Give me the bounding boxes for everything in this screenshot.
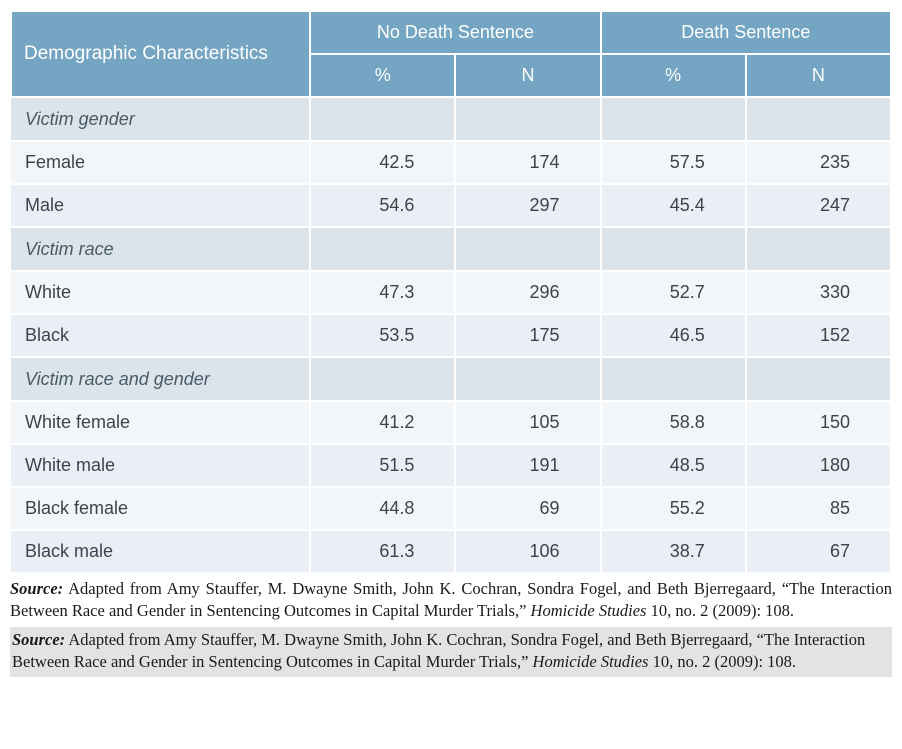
source-citation-1: Source: Adapted from Amy Stauffer, M. Dw… [10, 578, 892, 623]
cell-n2: 235 [746, 141, 891, 184]
category-label: Victim race [11, 227, 310, 271]
row-label: Female [11, 141, 310, 184]
table-row: White female 41.2 105 58.8 150 [11, 401, 891, 444]
header-n-1: N [455, 54, 600, 97]
cell-n1: 296 [455, 271, 600, 314]
cell-pct1: 41.2 [310, 401, 455, 444]
header-no-death: No Death Sentence [310, 11, 600, 54]
cell-n2: 330 [746, 271, 891, 314]
cell-n1: 105 [455, 401, 600, 444]
cell-n1: 106 [455, 530, 600, 573]
cell-pct1: 42.5 [310, 141, 455, 184]
source-citation-2: Source: Adapted from Amy Stauffer, M. Dw… [10, 627, 892, 678]
source-journal: Homicide Studies [533, 652, 649, 671]
cell-pct2: 46.5 [601, 314, 746, 357]
table-row: White male 51.5 191 48.5 180 [11, 444, 891, 487]
cell-pct1: 44.8 [310, 487, 455, 530]
cell-pct1: 61.3 [310, 530, 455, 573]
table-row: Female 42.5 174 57.5 235 [11, 141, 891, 184]
cell-pct2: 48.5 [601, 444, 746, 487]
cell-pct2: 57.5 [601, 141, 746, 184]
cell-pct1: 51.5 [310, 444, 455, 487]
category-row: Victim gender [11, 97, 891, 141]
row-label: Black female [11, 487, 310, 530]
table-row: Black 53.5 175 46.5 152 [11, 314, 891, 357]
header-pct-1: % [310, 54, 455, 97]
cell-n1: 174 [455, 141, 600, 184]
cell-n1: 175 [455, 314, 600, 357]
cell-pct2: 38.7 [601, 530, 746, 573]
cell-n1: 69 [455, 487, 600, 530]
category-row: Victim race [11, 227, 891, 271]
category-label: Victim gender [11, 97, 310, 141]
header-death: Death Sentence [601, 11, 891, 54]
table-row: Male 54.6 297 45.4 247 [11, 184, 891, 227]
cell-n2: 67 [746, 530, 891, 573]
row-label: Male [11, 184, 310, 227]
header-pct-2: % [601, 54, 746, 97]
row-label: Black [11, 314, 310, 357]
cell-n2: 247 [746, 184, 891, 227]
row-label: Black male [11, 530, 310, 573]
header-demographic: Demographic Characteristics [11, 11, 310, 97]
source-label: Source: [12, 630, 65, 649]
category-label: Victim race and gender [11, 357, 310, 401]
source-text-post: 10, no. 2 (2009): 108. [648, 652, 796, 671]
cell-pct2: 58.8 [601, 401, 746, 444]
row-label: White female [11, 401, 310, 444]
cell-n1: 191 [455, 444, 600, 487]
cell-pct1: 47.3 [310, 271, 455, 314]
table-row: White 47.3 296 52.7 330 [11, 271, 891, 314]
cell-n2: 152 [746, 314, 891, 357]
sentencing-table: Demographic Characteristics No Death Sen… [10, 10, 892, 574]
cell-pct1: 54.6 [310, 184, 455, 227]
source-text-post: 10, no. 2 (2009): 108. [646, 601, 794, 620]
cell-pct2: 45.4 [601, 184, 746, 227]
category-row: Victim race and gender [11, 357, 891, 401]
cell-pct2: 52.7 [601, 271, 746, 314]
table-row: Black male 61.3 106 38.7 67 [11, 530, 891, 573]
table-body: Victim gender Female 42.5 174 57.5 235 M… [11, 97, 891, 573]
header-n-2: N [746, 54, 891, 97]
cell-pct2: 55.2 [601, 487, 746, 530]
table-header: Demographic Characteristics No Death Sen… [11, 11, 891, 97]
cell-n2: 150 [746, 401, 891, 444]
row-label: White male [11, 444, 310, 487]
source-journal: Homicide Studies [531, 601, 647, 620]
cell-n2: 85 [746, 487, 891, 530]
cell-n2: 180 [746, 444, 891, 487]
cell-n1: 297 [455, 184, 600, 227]
source-label: Source: [10, 579, 63, 598]
table-row: Black female 44.8 69 55.2 85 [11, 487, 891, 530]
cell-pct1: 53.5 [310, 314, 455, 357]
row-label: White [11, 271, 310, 314]
